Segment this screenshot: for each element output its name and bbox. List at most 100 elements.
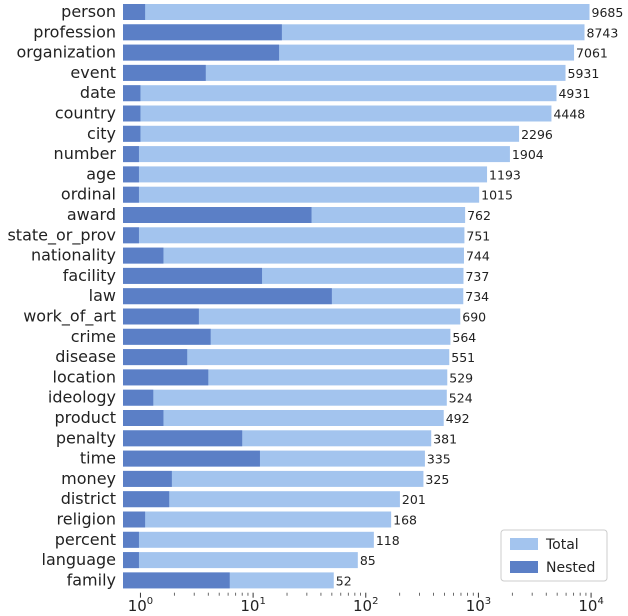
category-label-date: date bbox=[80, 83, 116, 102]
bar-nested-profession bbox=[123, 24, 282, 41]
bar-nested-time bbox=[123, 450, 260, 467]
bar-total-ideology bbox=[123, 389, 447, 406]
value-label-event: 5931 bbox=[568, 66, 600, 81]
bar-nested-award bbox=[123, 207, 312, 223]
bar-nested-law bbox=[123, 288, 332, 305]
value-label-disease: 551 bbox=[451, 350, 475, 365]
value-label-person: 9685 bbox=[592, 5, 624, 20]
category-label-language: language bbox=[42, 550, 117, 569]
bar-nested-product bbox=[123, 410, 164, 426]
category-label-location: location bbox=[53, 367, 116, 386]
category-label-product: product bbox=[54, 408, 116, 427]
bar-nested-nationality bbox=[123, 247, 164, 264]
value-label-money: 325 bbox=[425, 472, 449, 487]
value-label-location: 529 bbox=[449, 370, 473, 385]
x-tick-label-4: 104 bbox=[578, 596, 603, 615]
category-label-number: number bbox=[54, 144, 117, 163]
bar-total-country bbox=[123, 105, 552, 122]
bar-total-date bbox=[123, 85, 557, 102]
value-label-crime: 564 bbox=[452, 330, 476, 345]
category-label-event: event bbox=[70, 63, 116, 82]
bar-nested-location bbox=[123, 369, 209, 386]
value-label-language: 85 bbox=[360, 553, 376, 568]
value-label-award: 762 bbox=[467, 208, 491, 223]
x-tick-label-3: 103 bbox=[466, 596, 491, 615]
legend-swatch-nested bbox=[510, 561, 538, 573]
value-label-organization: 7061 bbox=[576, 46, 608, 61]
value-label-penalty: 381 bbox=[433, 431, 457, 446]
bar-nested-ideology bbox=[123, 389, 154, 406]
bar-nested-city bbox=[123, 125, 141, 142]
category-label-ordinal: ordinal bbox=[61, 185, 116, 204]
x-tick-label-1: 101 bbox=[240, 596, 265, 615]
value-label-state-or-prov: 751 bbox=[466, 228, 490, 243]
bar-nested-family bbox=[123, 572, 230, 589]
value-label-nationality: 744 bbox=[466, 249, 490, 264]
value-label-facility: 737 bbox=[465, 269, 489, 284]
bar-total-person bbox=[123, 4, 590, 20]
category-label-organization: organization bbox=[17, 43, 116, 62]
legend-swatch-total bbox=[510, 538, 538, 550]
bar-total-district bbox=[123, 491, 400, 508]
category-label-profession: profession bbox=[33, 22, 116, 41]
category-label-penalty: penalty bbox=[56, 428, 116, 447]
bar-total-event bbox=[123, 64, 566, 81]
value-label-family: 52 bbox=[336, 573, 352, 588]
category-label-ideology: ideology bbox=[48, 388, 116, 407]
bar-nested-event bbox=[123, 64, 206, 81]
category-label-state-or-prov: state_or_prov bbox=[7, 225, 116, 245]
bar-nested-age bbox=[123, 166, 139, 183]
bar-nested-crime bbox=[123, 328, 211, 345]
category-label-time: time bbox=[80, 449, 116, 468]
value-label-time: 335 bbox=[427, 452, 451, 467]
category-label-crime: crime bbox=[71, 327, 116, 346]
value-label-law: 734 bbox=[465, 289, 489, 304]
bar-nested-penalty bbox=[123, 430, 243, 447]
bar-nested-number bbox=[123, 146, 139, 163]
bar-total-disease bbox=[123, 349, 450, 366]
category-label-facility: facility bbox=[63, 266, 116, 285]
category-label-money: money bbox=[61, 469, 116, 488]
bar-nested-money bbox=[123, 470, 172, 487]
category-label-nationality: nationality bbox=[31, 246, 116, 265]
x-axis-ticks: 100 101 102 103 104 bbox=[128, 592, 604, 615]
bar-nested-religion bbox=[123, 511, 146, 528]
value-label-number: 1904 bbox=[512, 147, 544, 162]
bar-nested-organization bbox=[123, 44, 280, 61]
value-label-country: 4448 bbox=[553, 107, 585, 122]
nested-bars bbox=[123, 4, 332, 589]
bar-total-ordinal bbox=[123, 186, 480, 203]
value-label-city: 2296 bbox=[521, 127, 553, 142]
bar-nested-district bbox=[123, 491, 170, 508]
value-label-date: 4931 bbox=[558, 86, 590, 101]
bar-total-nationality bbox=[123, 247, 464, 264]
value-label-age: 1193 bbox=[489, 167, 521, 182]
x-tick-label-2: 102 bbox=[353, 596, 378, 615]
bar-nested-ordinal bbox=[123, 186, 139, 203]
value-label-profession: 8743 bbox=[587, 25, 619, 40]
bar-nested-state-or-prov bbox=[123, 227, 139, 244]
value-label-religion: 168 bbox=[393, 513, 417, 528]
bar-nested-facility bbox=[123, 267, 263, 284]
value-label-district: 201 bbox=[402, 492, 426, 507]
bar-total-percent bbox=[123, 531, 374, 548]
category-label-country: country bbox=[55, 104, 116, 123]
bar-total-religion bbox=[123, 511, 392, 528]
category-label-disease: disease bbox=[55, 347, 116, 366]
bar-total-language bbox=[123, 552, 358, 569]
category-label-percent: percent bbox=[55, 530, 116, 549]
bar-total-state-or-prov bbox=[123, 227, 465, 244]
category-label-person: person bbox=[61, 2, 116, 21]
bar-total-city bbox=[123, 125, 520, 142]
legend: Total Nested bbox=[500, 529, 608, 582]
bar-nested-date bbox=[123, 85, 141, 102]
bar-total-product bbox=[123, 410, 444, 426]
legend-label-total: Total bbox=[545, 537, 579, 553]
category-label-religion: religion bbox=[57, 510, 117, 529]
category-label-city: city bbox=[87, 124, 116, 143]
category-label-age: age bbox=[86, 164, 116, 183]
bar-nested-language bbox=[123, 552, 139, 569]
